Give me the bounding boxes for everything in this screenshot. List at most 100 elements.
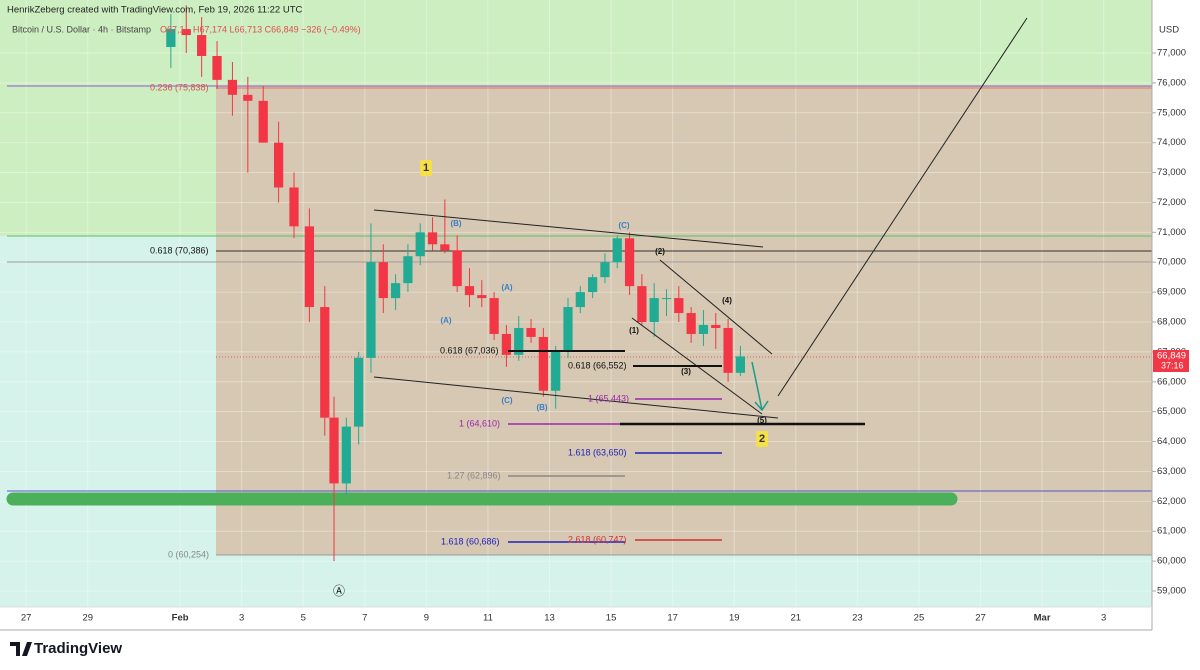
candle-body: [452, 250, 462, 287]
candles: [166, 5, 746, 562]
candle-body: [624, 238, 635, 287]
wave-label: (B): [536, 403, 547, 412]
wave-label: (5): [757, 416, 767, 425]
x-tick-label: 15: [606, 613, 617, 624]
symbol: Bitcoin / U.S. Dollar · 4h · Bitstamp: [12, 24, 151, 34]
candle-body: [563, 307, 573, 352]
candle-body: [227, 79, 238, 95]
projection: [777, 17, 1028, 397]
y-tick-label: 64,000: [1157, 436, 1186, 447]
candle-body: [464, 286, 475, 296]
y-tick-label: 66,000: [1157, 376, 1186, 387]
candle-body: [197, 35, 207, 56]
countdown: 37:16: [1161, 360, 1184, 370]
y-tick-label: 65,000: [1157, 406, 1186, 417]
fib-label: 0.618 (67,036): [440, 345, 499, 355]
x-tick-label: 29: [82, 613, 93, 624]
wave-label: 2: [759, 433, 765, 445]
candle-body: [612, 238, 622, 263]
brand-logo: [10, 642, 32, 656]
candle-body: [649, 298, 659, 323]
brand-name: TradingView: [34, 640, 122, 657]
trendline: [659, 259, 773, 355]
candle-body: [427, 232, 438, 245]
brand: TradingView: [10, 640, 122, 657]
fib-label: 1.27 (62,896): [447, 470, 501, 480]
x-tick-label: 19: [729, 613, 740, 624]
trendline: [373, 209, 764, 248]
candle-body: [661, 298, 672, 300]
candle-body: [600, 262, 610, 278]
fib-label: 0 (60,254): [168, 549, 209, 559]
price-axis: [1152, 0, 1200, 630]
y-tick-label: 71,000: [1157, 227, 1186, 238]
time-axis: [0, 607, 1152, 630]
arrow: [751, 361, 769, 412]
x-tick-label: 17: [667, 613, 678, 624]
candle-body: [723, 327, 733, 373]
x-tick-label: 13: [544, 613, 555, 624]
candle-body: [329, 417, 339, 484]
candle-body: [181, 29, 191, 36]
wave-label: (1): [629, 326, 639, 335]
wave-label: (A): [501, 283, 512, 292]
candle-body: [304, 226, 315, 308]
y-tick-label: 72,000: [1157, 197, 1186, 208]
x-tick-label: 11: [483, 613, 493, 624]
candle-body: [686, 313, 696, 334]
header: HenrikZeberg created with TradingView.co…: [7, 5, 302, 16]
fib-label: 0.618 (66,552): [568, 360, 627, 370]
x-tick-label: 27: [21, 613, 32, 624]
candle-body: [366, 262, 376, 358]
fib-label: 2.618 (60,747): [568, 534, 627, 544]
y-tick-label: 60,000: [1157, 556, 1186, 567]
candle-body: [575, 292, 585, 308]
candle-body: [273, 142, 284, 188]
candle-body: [354, 357, 364, 427]
candle-body: [212, 55, 222, 80]
x-tick-label: 21: [791, 613, 802, 624]
candle-body: [415, 232, 425, 257]
candle-body: [526, 327, 536, 337]
y-tick-label: 70,000: [1157, 257, 1186, 268]
wave-label: Ⓐ: [333, 584, 345, 598]
x-tick-label: 5: [301, 613, 306, 624]
wave-label: (B): [450, 219, 461, 228]
zone-fib: [216, 86, 1152, 555]
y-tick-label: 59,000: [1157, 586, 1186, 597]
wave-label: (C): [501, 396, 512, 405]
candle-body: [289, 187, 299, 227]
candle-body: [258, 100, 268, 143]
candle-body: [477, 295, 487, 299]
candle-body: [538, 336, 548, 391]
y-tick-label: 74,000: [1157, 137, 1186, 148]
fib-label: 1 (65,443): [588, 393, 629, 403]
price-tag: [1153, 350, 1189, 372]
x-tick-label: 3: [239, 613, 244, 624]
x-tick-label: Mar: [1034, 613, 1051, 624]
y-tick-label: 73,000: [1157, 167, 1186, 178]
candle-body: [674, 298, 684, 314]
candle-body: [735, 356, 746, 373]
candle-body: [403, 256, 413, 284]
y-tick-label: 69,000: [1157, 287, 1186, 298]
wave-label: (2): [655, 247, 665, 256]
candle-body: [243, 94, 253, 101]
x-tick-label: 27: [975, 613, 986, 624]
x-tick-label: 7: [362, 613, 367, 624]
x-tick-label: 3: [1101, 613, 1106, 624]
y-tick-label: 61,000: [1157, 526, 1186, 537]
fib-label: 0.618 (70,386): [150, 245, 209, 255]
candle-body: [440, 244, 450, 251]
candle-body: [501, 333, 512, 355]
candle-body: [551, 351, 561, 391]
candle-body: [637, 286, 647, 323]
candle-body: [489, 298, 499, 334]
candle-body: [320, 307, 330, 418]
fib-label: 1.618 (63,650): [568, 447, 627, 457]
candle-body: [390, 283, 401, 299]
candle-body: [698, 324, 709, 334]
currency: USD: [1159, 25, 1179, 36]
x-tick-label: 25: [914, 613, 925, 624]
ohlc-legend: O67,1‥ H67,174 L66,713 C66,849 −326 (−0.…: [160, 24, 361, 34]
